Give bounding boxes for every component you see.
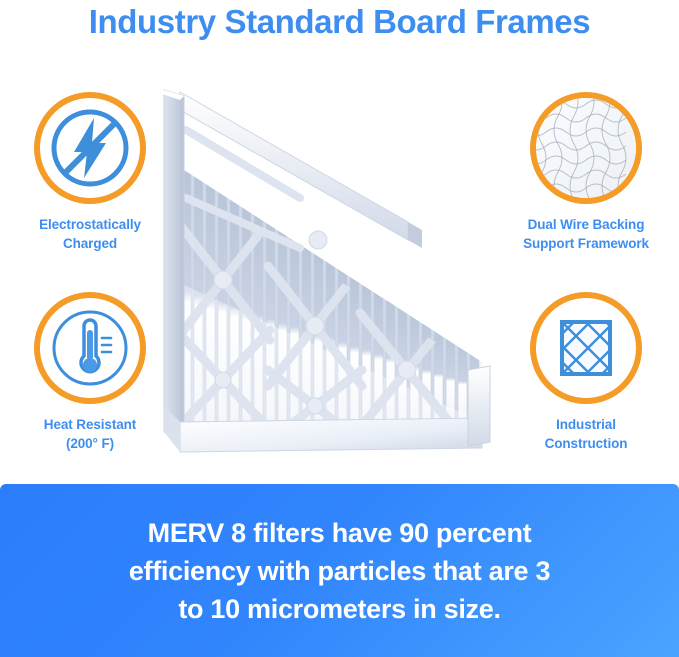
product-image-pleated-filter [150,70,520,480]
feature-label: Industrial Construction [498,415,674,453]
feature-label: Heat Resistant (200° F) [2,415,178,453]
feature-label-line2: (200° F) [65,436,115,451]
feature-label-line1: Electrostatically [39,217,141,232]
feature-heat-resistant: Heat Resistant (200° F) [2,292,178,453]
feature-label-line1: Heat Resistant [43,417,137,432]
feature-label: Dual Wire Backing Support Framework [498,215,674,253]
merv-rating-banner: MERV 8 filters have 90 percent efficienc… [0,484,679,657]
feature-label-line1: Industrial [556,417,616,432]
feature-label-line2: Charged [62,236,118,251]
thermometer-icon [34,292,146,404]
feature-dual-wire-backing: Dual Wire Backing Support Framework [498,92,674,253]
lattice-square-icon [530,292,642,404]
banner-line3: to 10 micrometers in size. [178,593,501,624]
wire-mesh-photo-icon [530,92,642,204]
feature-label-line2: Construction [544,436,628,451]
feature-electrostatically-charged: Electrostatically Charged [2,92,178,253]
feature-industrial-construction: Industrial Construction [498,292,674,453]
page-title: Industry Standard Board Frames [88,3,591,40]
banner-line1: MERV 8 filters have 90 percent [147,517,532,548]
feature-label-line1: Dual Wire Backing [527,217,645,232]
feature-label: Electrostatically Charged [2,215,178,253]
banner-line2: efficiency with particles that are 3 [128,555,551,586]
lightning-bolt-no-static-icon [34,92,146,204]
feature-label-line2: Support Framework [523,236,649,251]
banner-text: MERV 8 filters have 90 percent efficienc… [20,514,660,628]
